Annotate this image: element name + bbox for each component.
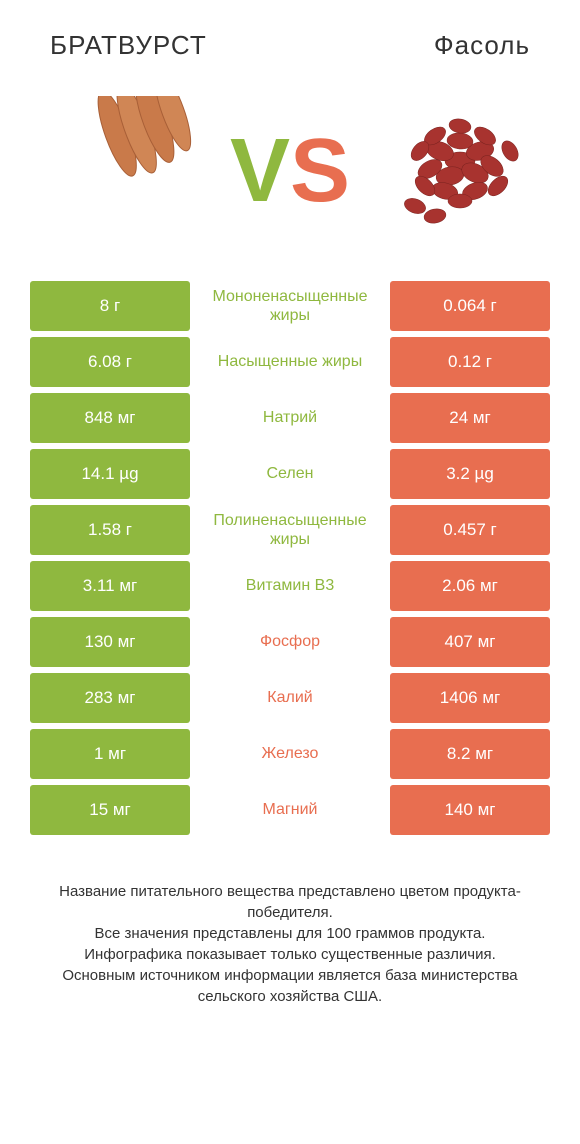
table-row: 14.1 µgСелен3.2 µg (30, 449, 550, 499)
cell-right: 2.06 мг (390, 561, 550, 611)
cell-left: 8 г (30, 281, 190, 331)
cell-right: 0.457 г (390, 505, 550, 555)
cell-right: 1406 мг (390, 673, 550, 723)
footer-line: Инфографика показывает только существенн… (30, 944, 550, 965)
images-row: VS (0, 71, 580, 281)
cell-nutrient: Фосфор (190, 617, 390, 667)
table-row: 1 мгЖелезо8.2 мг (30, 729, 550, 779)
footer-line: Название питательного вещества представл… (30, 881, 550, 923)
vs-label: VS (230, 126, 350, 216)
cell-nutrient: Железо (190, 729, 390, 779)
footer-line: Основным источником информации является … (30, 965, 550, 1007)
cell-right: 0.064 г (390, 281, 550, 331)
vs-s: S (290, 121, 350, 221)
cell-nutrient: Натрий (190, 393, 390, 443)
cell-nutrient: Витамин B3 (190, 561, 390, 611)
table-row: 1.58 гПолиненасыщенные жиры0.457 г (30, 505, 550, 555)
table-row: 3.11 мгВитамин B32.06 мг (30, 561, 550, 611)
cell-left: 15 мг (30, 785, 190, 835)
nutrition-table: 8 гМононенасыщенные жиры0.064 г 6.08 гНас… (0, 281, 580, 835)
cell-right: 24 мг (390, 393, 550, 443)
cell-left: 283 мг (30, 673, 190, 723)
title-left: БРАТВУРСТ (50, 30, 207, 61)
cell-left: 6.08 г (30, 337, 190, 387)
cell-right: 8.2 мг (390, 729, 550, 779)
table-row: 130 мгФосфор407 мг (30, 617, 550, 667)
title-right: Фасоль (434, 30, 530, 61)
cell-left: 1.58 г (30, 505, 190, 555)
table-row: 8 гМононенасыщенные жиры0.064 г (30, 281, 550, 331)
cell-nutrient: Селен (190, 449, 390, 499)
cell-right: 3.2 µg (390, 449, 550, 499)
header: БРАТВУРСТ Фасоль (0, 0, 580, 71)
table-row: 848 мгНатрий24 мг (30, 393, 550, 443)
footer-notes: Название питательного вещества представл… (0, 841, 580, 1027)
table-row: 6.08 гНасыщенные жиры0.12 г (30, 337, 550, 387)
cell-nutrient: Насыщенные жиры (190, 337, 390, 387)
beans-image (380, 91, 540, 251)
cell-nutrient: Полиненасыщенные жиры (190, 505, 390, 555)
table-row: 283 мгКалий1406 мг (30, 673, 550, 723)
cell-left: 130 мг (30, 617, 190, 667)
cell-left: 3.11 мг (30, 561, 190, 611)
cell-nutrient: Магний (190, 785, 390, 835)
cell-nutrient: Мононенасыщенные жиры (190, 281, 390, 331)
cell-nutrient: Калий (190, 673, 390, 723)
table-row: 15 мгМагний140 мг (30, 785, 550, 835)
cell-right: 140 мг (390, 785, 550, 835)
cell-left: 848 мг (30, 393, 190, 443)
bratwurst-image (40, 91, 200, 251)
vs-v: V (230, 121, 290, 221)
footer-line: Все значения представлены для 100 граммо… (30, 923, 550, 944)
cell-left: 14.1 µg (30, 449, 190, 499)
cell-left: 1 мг (30, 729, 190, 779)
cell-right: 407 мг (390, 617, 550, 667)
cell-right: 0.12 г (390, 337, 550, 387)
